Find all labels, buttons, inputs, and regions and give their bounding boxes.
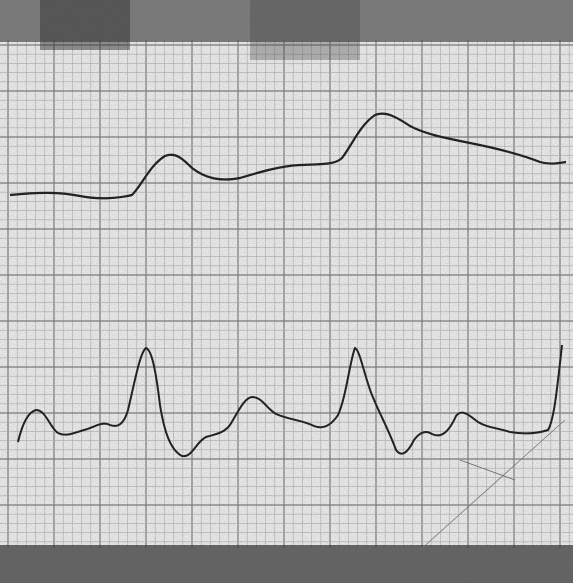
- top-shadow: [250, 0, 360, 60]
- bottom-band: [0, 545, 573, 583]
- scanned-recording: [0, 0, 573, 583]
- top-shadow: [40, 0, 130, 50]
- paper-grain: [0, 0, 573, 583]
- page: {} (() => { const data = JSON.parse(docu…: [0, 0, 573, 583]
